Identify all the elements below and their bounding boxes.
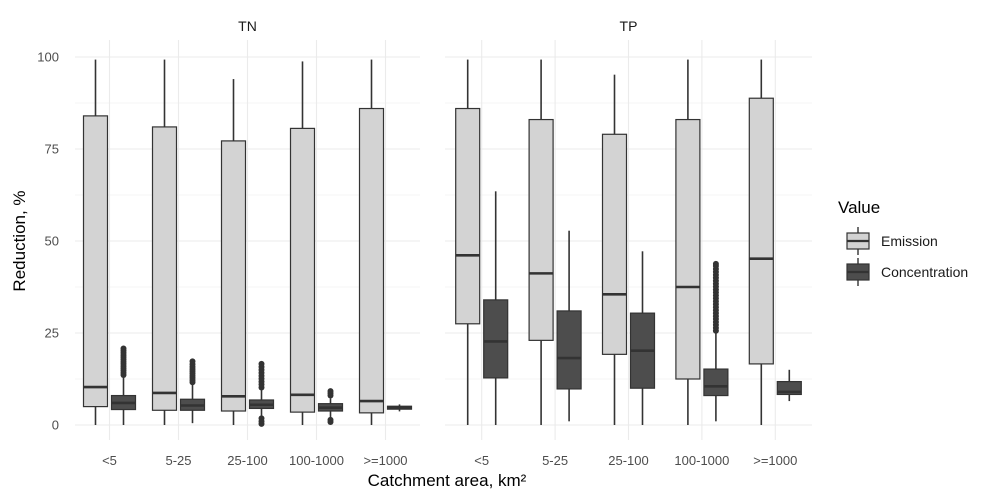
box xyxy=(776,369,802,402)
legend-entry: Emission xyxy=(846,227,938,255)
box-iqr xyxy=(151,126,178,411)
y-tick-label: 50 xyxy=(45,234,59,249)
box xyxy=(317,388,344,426)
facet-title: TN xyxy=(238,18,257,34)
x-tick-label: 100-1000 xyxy=(674,453,729,468)
box xyxy=(220,79,247,425)
y-tick-label: 0 xyxy=(52,418,59,433)
panels: TN <5 5-25 25-100 100-1000 >=1000 TP <5 5-25 25-1… xyxy=(75,18,812,468)
box-iqr xyxy=(220,140,247,412)
facet-panel-tp: TP <5 5-25 25-100 100-1000 >=1000 xyxy=(445,18,812,468)
box xyxy=(110,345,137,425)
series-concentration xyxy=(110,345,413,427)
box xyxy=(179,358,206,424)
x-tick-label: 25-100 xyxy=(227,453,267,468)
outlier-point xyxy=(327,388,334,395)
legend-label: Concentration xyxy=(881,264,968,280)
box xyxy=(455,59,481,425)
box-iqr xyxy=(289,127,316,413)
box xyxy=(151,59,178,425)
series-emission xyxy=(455,59,774,425)
grid xyxy=(75,40,420,440)
box xyxy=(358,59,385,425)
legend-entry: Concentration xyxy=(846,258,968,286)
outlier-point xyxy=(327,416,334,423)
x-tick-label: <5 xyxy=(102,453,117,468)
x-tick-label: 5-25 xyxy=(165,453,191,468)
legend-label: Emission xyxy=(881,233,938,249)
x-axis-title: Catchment area, km² xyxy=(368,471,527,490)
box-iqr xyxy=(483,299,509,379)
x-tick-label: >=1000 xyxy=(753,453,797,468)
box xyxy=(601,74,628,425)
box-iqr xyxy=(703,368,729,397)
x-tick-label: 100-1000 xyxy=(289,453,344,468)
legend-entries: Emission Concentration xyxy=(846,227,968,286)
legend-title: Value xyxy=(838,198,880,217)
box-iqr xyxy=(556,310,582,390)
outlier-point xyxy=(189,358,196,365)
outlier-point xyxy=(712,260,719,267)
box xyxy=(748,59,774,425)
outlier-point xyxy=(120,345,127,352)
box xyxy=(556,230,582,422)
box xyxy=(82,59,109,425)
box-iqr xyxy=(455,107,481,325)
x-tick-label: 25-100 xyxy=(608,453,648,468)
series-concentration xyxy=(483,191,802,425)
facet-panel-tn: TN <5 5-25 25-100 100-1000 >=1000 xyxy=(75,18,420,468)
box xyxy=(483,191,509,425)
box xyxy=(248,360,275,427)
x-tick-label: 5-25 xyxy=(542,453,568,468)
y-tick-label: 25 xyxy=(45,326,59,341)
outlier-point xyxy=(258,415,265,422)
box xyxy=(386,404,413,412)
box xyxy=(703,260,729,422)
y-axis: 0 25 50 75 100 xyxy=(37,50,59,433)
facet-title: TP xyxy=(620,18,638,34)
box xyxy=(675,59,701,425)
y-tick-label: 75 xyxy=(45,142,59,157)
legend: Value Emission Concentration xyxy=(838,198,968,286)
x-tick-label: >=1000 xyxy=(363,453,407,468)
box-iqr xyxy=(358,107,385,414)
x-tick-label: <5 xyxy=(474,453,489,468)
box-iqr xyxy=(528,118,554,341)
y-tick-label: 100 xyxy=(37,50,59,65)
box-iqr xyxy=(675,118,701,380)
box-iqr xyxy=(601,133,628,355)
box-iqr xyxy=(82,115,109,408)
outlier-point xyxy=(258,360,265,367)
box-iqr xyxy=(748,97,774,365)
y-axis-title: Reduction, % xyxy=(10,190,29,291)
box xyxy=(289,61,316,425)
series-emission xyxy=(82,59,385,425)
box xyxy=(528,59,554,425)
box xyxy=(629,251,656,425)
